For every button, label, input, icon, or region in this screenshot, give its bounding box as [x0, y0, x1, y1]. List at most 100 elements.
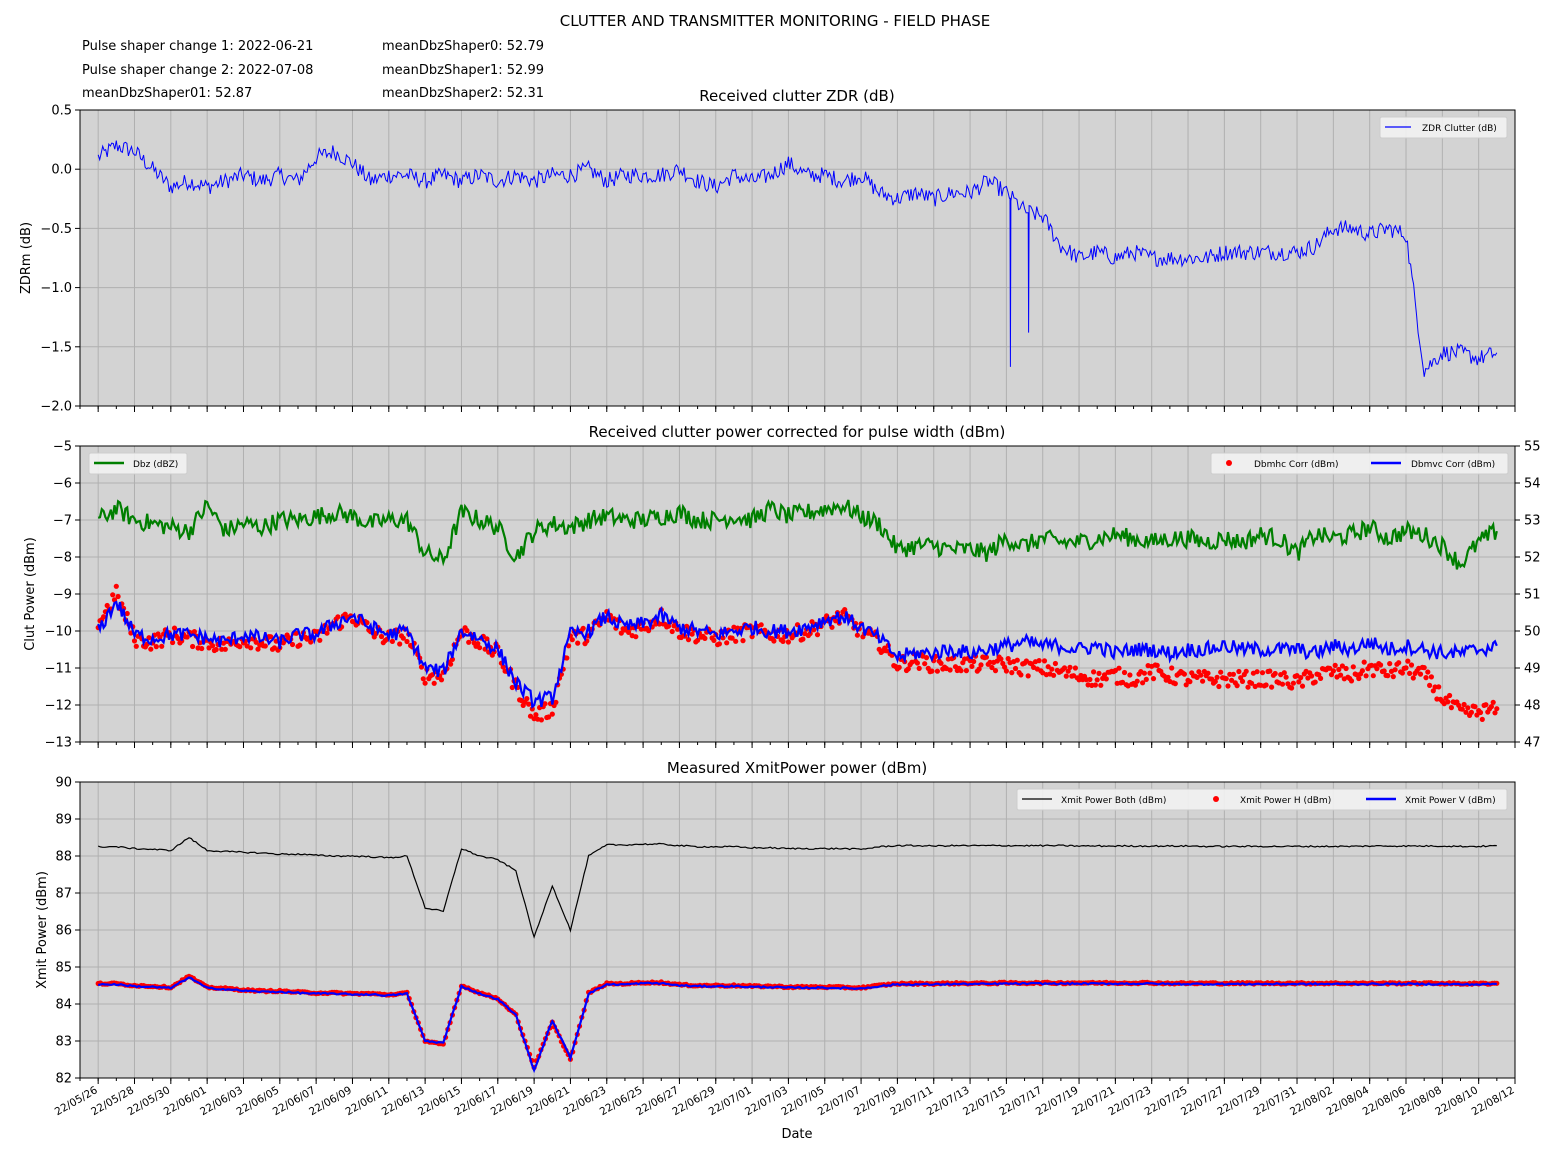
dbmhc-point [484, 636, 490, 642]
xmit-series-layer [95, 837, 1500, 1074]
dbmhc-point [1150, 676, 1157, 682]
dbmhc-point [1472, 704, 1478, 710]
dbmhc-point [1172, 681, 1178, 687]
dbmhc-point [159, 643, 165, 649]
clutter-power-panel: −5 −6 −7 −8 −9 −10 −11 −12 −13 55 54 53 52 51 50 49 48 4… [23, 423, 1541, 751]
dbmhc-point [157, 634, 163, 640]
dbmhc-point [1239, 678, 1246, 685]
dbmhc-point [1356, 675, 1362, 682]
info-block: Pulse shaper change 1: 2022-06-21 Pulse … [82, 39, 544, 101]
dbmhc-point [564, 655, 570, 661]
dbmhc-point [1488, 704, 1494, 710]
y-tick-label: 86 [55, 924, 72, 939]
dbmhc-point [1403, 665, 1409, 671]
dbmhc-point [253, 639, 259, 645]
dbmhc-point [1259, 670, 1266, 676]
dbmhc-point [580, 625, 586, 631]
dbmhc-point [1405, 658, 1411, 664]
dbmhc-point [695, 637, 701, 643]
dbmhc-point [809, 619, 815, 625]
dbmhc-point [646, 628, 652, 634]
dbmhc-point [1134, 678, 1140, 684]
dbmhc-point [1338, 672, 1344, 678]
y-tick-label: −8 [53, 551, 72, 566]
dbmhc-point [529, 706, 535, 712]
y-tick-label: 90 [55, 776, 72, 791]
dbmhc-point [378, 633, 385, 640]
dbmhc-point [1396, 660, 1402, 666]
dbmhc-point [780, 638, 786, 645]
y2-tick-label: 49 [1524, 662, 1541, 677]
dbmhc-point [1490, 699, 1496, 705]
info-mean-dbz-shaper0: meanDbzShaper0: 52.79 [382, 39, 544, 54]
dbmhc-point [1359, 668, 1365, 674]
y2-tick-label: 55 [1524, 440, 1541, 455]
dbmhc-point [811, 627, 817, 633]
dbmhc-point [171, 625, 178, 631]
info-mean-dbz-shaper2: meanDbzShaper2: 52.31 [382, 86, 544, 101]
dbmhc-point [335, 614, 341, 620]
dbmhc-point [1332, 662, 1338, 669]
y-tick-label: 87 [55, 887, 72, 902]
dbmhc-point [524, 696, 530, 702]
dbmhc-point [1263, 682, 1269, 688]
dbmhc-point [210, 643, 216, 649]
dbmhc-point [1025, 673, 1031, 679]
y-tick-label: −6 [53, 477, 72, 492]
dbmhc-point [1014, 657, 1020, 663]
dbmhc-point [842, 607, 848, 613]
dbmhc-point [317, 637, 323, 643]
zdr-panel: 0.5 0.0 −0.5 −1.0 −1.5 −2.0 Received clutter … [19, 87, 1516, 415]
y2-tick-label: 50 [1524, 625, 1541, 640]
dbmhc-point [618, 630, 624, 636]
dbmhc-point [389, 638, 395, 645]
dbmhc-point [1363, 673, 1369, 679]
y-tick-label: 85 [55, 961, 72, 976]
dbmhc-point [190, 643, 196, 650]
dbmhc-point [947, 667, 953, 673]
dbmhc-point [222, 646, 228, 652]
y2-tick-label: 47 [1524, 736, 1541, 751]
y-tick-label: 83 [55, 1035, 72, 1050]
dbmhc-point [1336, 666, 1342, 673]
dbmhc-point [262, 643, 268, 649]
dbmhc-point [1385, 673, 1391, 679]
dbmhc-point [1374, 666, 1380, 672]
y-tick-label: −12 [45, 699, 72, 714]
dbmhc-point [1461, 701, 1467, 708]
dbmhc-point [101, 614, 107, 620]
dbmhc-point [749, 634, 755, 640]
dbmhc-point [1041, 658, 1048, 664]
dbmhc-point [1494, 706, 1500, 712]
dbmhc-point [969, 663, 975, 670]
dbmhc-point [998, 656, 1004, 662]
dbmhc-point [626, 629, 632, 636]
dbmhc-point [983, 654, 990, 660]
dbmhc-point [1018, 672, 1024, 678]
y-tick-label: −13 [45, 736, 72, 751]
dbmhc-point [916, 665, 922, 672]
dbmhc-point [170, 639, 176, 646]
zdr-y-ticks: 0.5 0.0 −0.5 −1.0 −1.5 −2.0 [40, 104, 80, 415]
dbmhc-point [1212, 678, 1218, 685]
xmit-legend: Xmit Power Both (dBm) Xmit Power H (dBm)… [1016, 788, 1508, 811]
dbmhc-point [1427, 682, 1433, 689]
dbmhc-point [1227, 671, 1233, 677]
info-mean-dbz-shaper1: meanDbzShaper1: 52.99 [382, 63, 544, 78]
zdr-legend: ZDR Clutter (dB) [1379, 116, 1508, 139]
dbmhc-point [549, 711, 555, 717]
dbmhc-point [153, 644, 159, 650]
y2-tick-label: 54 [1524, 477, 1541, 492]
dbmhc-point [248, 645, 254, 651]
dbmhc-point [922, 661, 928, 667]
xmit-both-series-line [97, 837, 1497, 939]
dbmhc-point [1483, 702, 1489, 708]
dbmhc-point [938, 660, 944, 666]
dbmvc-series-line [97, 600, 1498, 709]
dbmhc-point [1236, 668, 1242, 675]
zdr-y-axis-label: ZDRm (dB) [19, 222, 34, 294]
y-tick-label: 0.0 [51, 163, 72, 178]
y-tick-label: −10 [45, 625, 72, 640]
dbmhc-point [905, 666, 911, 672]
dbmhc-point [1423, 675, 1429, 681]
